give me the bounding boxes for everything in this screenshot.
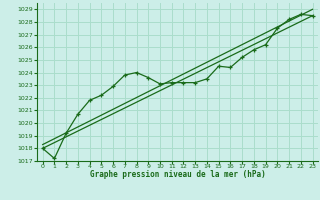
X-axis label: Graphe pression niveau de la mer (hPa): Graphe pression niveau de la mer (hPa) xyxy=(90,170,266,179)
